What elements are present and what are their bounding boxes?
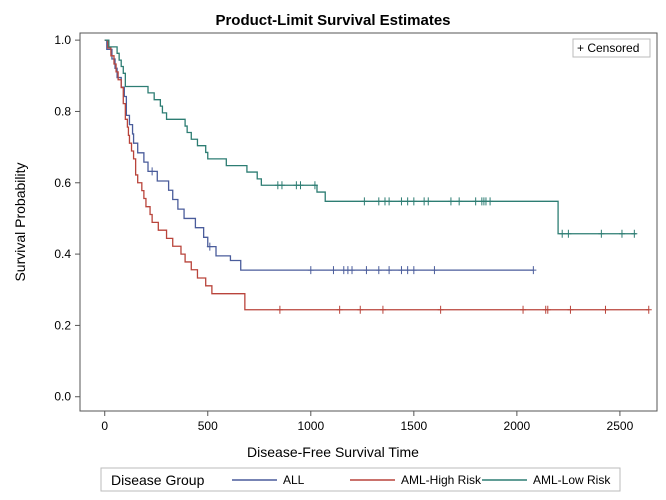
censored-marker: [567, 305, 574, 314]
legend-label: AML-Low Risk: [533, 473, 611, 487]
series-aml-low-risk: [104, 39, 638, 238]
censored-marker: [410, 266, 417, 275]
x-axis-label: Disease-Free Survival Time: [247, 444, 419, 460]
y-tick-label: 0.0: [54, 390, 71, 404]
chart-title: Product-Limit Survival Estimates: [215, 12, 450, 29]
x-axis: 0 500 1000 1500 2000 2500: [101, 411, 634, 433]
censored-marker: [472, 197, 479, 206]
censored-marker: [278, 181, 285, 190]
y-tick-label: 0.2: [54, 318, 71, 332]
plot-frame: [79, 32, 658, 412]
censored-marker: [375, 266, 382, 275]
censored-marker: [206, 242, 213, 251]
x-tick-label: 2000: [504, 419, 531, 433]
x-tick-label: 2500: [607, 419, 634, 433]
x-tick-label: 1500: [400, 419, 427, 433]
censored-marker: [404, 266, 411, 275]
censored-marker: [336, 305, 343, 314]
censored-marker: [330, 266, 337, 275]
y-axis-label: Survival Probability: [12, 162, 28, 281]
x-tick-label: 500: [198, 419, 218, 433]
censored-marker: [386, 197, 393, 206]
y-tick-label: 0.4: [54, 247, 71, 261]
censored-marker: [311, 181, 318, 190]
censored-marker: [487, 197, 494, 206]
censored-marker: [357, 305, 364, 314]
censored-marker: [602, 305, 609, 314]
censored-marker: [349, 266, 356, 275]
x-tick-label: 1000: [297, 419, 324, 433]
legend-label: AML-High Risk: [401, 473, 482, 487]
series-layer: [104, 39, 652, 314]
censored-marker: [431, 266, 438, 275]
censored-marker: [598, 229, 605, 238]
legend-items: ALL AML-High Risk AML-Low Risk: [232, 473, 611, 487]
censored-marker: [363, 266, 370, 275]
series-aml-high-risk: [104, 39, 652, 314]
censored-legend-label: + Censored: [577, 41, 639, 55]
censored-marker: [398, 266, 405, 275]
censored-marker: [375, 197, 382, 206]
survival-curve: [104, 39, 534, 271]
censored-marker: [425, 197, 432, 206]
censored-legend-box: [572, 38, 651, 58]
censored-marker: [520, 305, 527, 314]
y-tick-label: 0.8: [54, 104, 71, 118]
censored-marker: [361, 197, 368, 206]
y-tick-label: 0.6: [54, 176, 71, 190]
censored-marker: [618, 229, 625, 238]
censored-legend: + Censored: [572, 38, 651, 58]
censored-marker: [456, 197, 463, 206]
censored-marker: [307, 266, 314, 275]
censored-marker: [437, 305, 444, 314]
censored-marker: [530, 266, 537, 275]
censored-marker: [379, 305, 386, 314]
censored-marker: [631, 229, 638, 238]
legend-label: ALL: [283, 473, 305, 487]
censored-marker: [565, 229, 572, 238]
censored-marker: [404, 197, 411, 206]
legend-title: Disease Group: [111, 472, 205, 488]
censored-marker: [645, 305, 652, 314]
censored-marker: [544, 305, 551, 314]
censored-marker: [276, 305, 283, 314]
legend: Disease Group ALL AML-High Risk AML-Low Ri…: [100, 467, 621, 492]
censored-marker: [410, 197, 417, 206]
censored-marker: [447, 197, 454, 206]
survival-curve: [104, 39, 649, 311]
censored-marker: [386, 266, 393, 275]
survival-curve: [104, 39, 637, 235]
y-tick-label: 1.0: [54, 33, 71, 47]
censored-marker: [149, 167, 156, 176]
censored-marker: [297, 181, 304, 190]
x-tick-label: 0: [101, 419, 108, 433]
y-axis: 0.0 0.2 0.4 0.6 0.8 1.0: [54, 33, 80, 404]
censored-marker: [559, 229, 566, 238]
censored-marker: [398, 197, 405, 206]
